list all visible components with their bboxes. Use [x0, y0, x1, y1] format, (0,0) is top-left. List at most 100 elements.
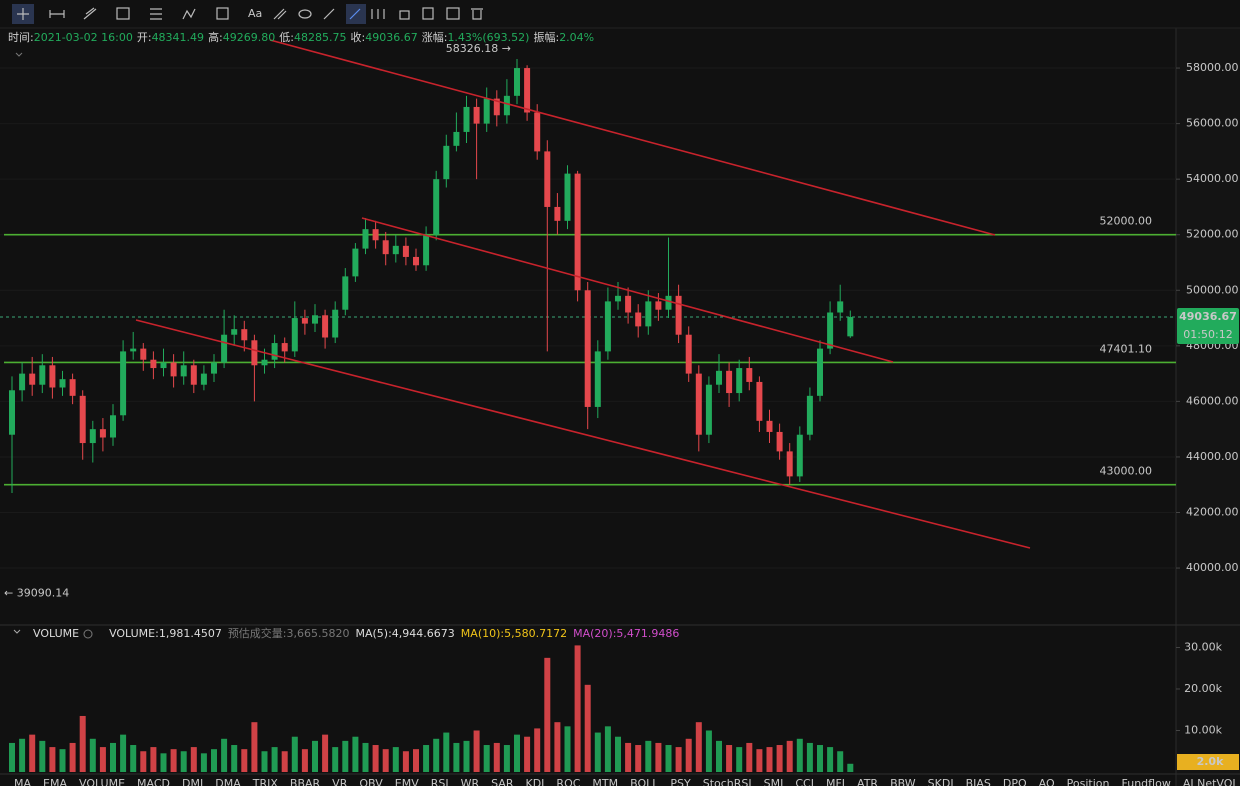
indicator-tab[interactable]: SAR — [491, 777, 514, 786]
indicator-tab[interactable]: OBV — [359, 777, 383, 786]
info-value: 49269.80 — [223, 31, 276, 44]
indicator-tab[interactable]: VR — [332, 777, 348, 786]
collapse-icon[interactable] — [15, 52, 23, 57]
candle-body — [241, 329, 248, 341]
indicator-tab[interactable]: KDJ — [525, 777, 544, 786]
candle-body — [796, 434, 803, 477]
candle-body — [756, 381, 763, 421]
indicator-tab[interactable]: BIAS — [966, 777, 991, 786]
candle-body — [503, 95, 510, 116]
indicator-tab[interactable]: MACD — [137, 777, 170, 786]
level-label: 52000.00 — [1100, 215, 1153, 228]
indicator-tab[interactable]: PSY — [670, 777, 691, 786]
toolbar-text[interactable]: Aa — [248, 7, 262, 20]
indicator-tab[interactable]: AO — [1039, 777, 1055, 786]
candle-body — [433, 179, 440, 235]
volume-bar — [241, 749, 248, 772]
volume-bar — [352, 736, 359, 772]
tool-copy[interactable] — [422, 7, 434, 20]
indicator-tab[interactable]: EMA — [43, 777, 67, 786]
volume-bar — [453, 742, 460, 772]
candle-body — [524, 68, 531, 113]
indicator-tab[interactable]: DMA — [215, 777, 241, 786]
tool-ruler[interactable] — [323, 8, 335, 20]
volume-header-item: VOLUME:1,981.4507 — [109, 627, 222, 640]
volume-bar — [332, 747, 339, 772]
tool-lock[interactable] — [399, 10, 410, 20]
indicator-tab[interactable]: TRIX — [252, 777, 279, 786]
candle-body — [847, 317, 854, 337]
indicator-tab[interactable]: BBAR — [290, 777, 321, 786]
candle-body — [382, 240, 389, 255]
volume-header: VOLUME VOLUME:1,981.4507 预估成交量:3,665.5820 M… — [33, 626, 679, 640]
candle-body — [443, 145, 450, 180]
info-value: 48341.49 — [152, 31, 205, 44]
indicator-tab[interactable]: SMI — [764, 777, 784, 786]
candle-body — [332, 309, 339, 338]
candle-body — [271, 343, 278, 360]
tool-candles[interactable] — [371, 9, 385, 19]
volume-bar — [544, 657, 551, 772]
volume-bar — [473, 730, 480, 772]
volume-bar — [312, 740, 318, 772]
volume-header-item: MA(5):4,944.6673 — [356, 627, 455, 640]
candle-body — [120, 351, 127, 416]
indicator-tab[interactable]: CCI — [795, 777, 814, 786]
tool-hide[interactable] — [446, 7, 460, 20]
indicator-tab[interactable]: BBW — [890, 777, 916, 786]
tool-pattern[interactable] — [182, 8, 196, 20]
volume-bar — [261, 751, 268, 772]
candle-body — [180, 365, 187, 377]
indicator-tab[interactable]: RSI — [431, 777, 449, 786]
candle-body — [160, 362, 167, 369]
candle-body — [655, 301, 662, 310]
volume-bar — [402, 751, 409, 772]
collapse-icon[interactable] — [13, 629, 21, 634]
tool-fib[interactable] — [150, 8, 162, 20]
volume-bar — [170, 749, 177, 772]
indicator-tab[interactable]: Fundflow — [1122, 777, 1171, 786]
tool-crosshair[interactable] — [17, 8, 29, 20]
indicator-tab[interactable]: ROC — [556, 777, 580, 786]
low-marker: ← 39090.14 — [4, 586, 69, 599]
volume-bar — [281, 751, 288, 772]
volume-bar — [110, 742, 116, 772]
tool-rect[interactable] — [116, 7, 130, 20]
settings-icon[interactable] — [83, 629, 93, 639]
volume-bar — [49, 747, 56, 772]
indicator-tab[interactable]: VOLUME — [79, 777, 125, 786]
candle-body — [837, 301, 844, 313]
tool-magnet[interactable] — [349, 8, 361, 20]
indicator-tab[interactable]: MFI — [826, 777, 845, 786]
indicator-tab[interactable]: EMV — [395, 777, 419, 786]
indicator-tab[interactable]: AI NetVOL — [1183, 777, 1240, 786]
volume-bar — [514, 734, 520, 772]
volume-bar — [301, 749, 308, 772]
indicator-tab[interactable]: StochRSI — [703, 777, 752, 786]
indicator-tab[interactable]: SKDJ — [928, 777, 954, 786]
indicator-tab[interactable]: BOLL — [630, 777, 659, 786]
tool-hline[interactable] — [49, 10, 65, 18]
volume-bar — [493, 742, 500, 772]
indicator-tab[interactable]: MA — [14, 777, 31, 786]
tool-brush[interactable] — [273, 8, 287, 20]
y-tick-label: 50000.00 — [1186, 283, 1239, 296]
indicator-tab[interactable]: ATR — [857, 777, 878, 786]
volume-bar — [180, 751, 187, 772]
tool-trend[interactable] — [83, 7, 97, 20]
candle-body — [99, 429, 106, 438]
tool-eraser[interactable] — [298, 9, 312, 19]
tool-measure[interactable] — [216, 7, 229, 20]
tool-magnet-bg[interactable] — [346, 4, 366, 24]
volume-bar — [130, 745, 137, 772]
indicator-tab[interactable]: MTM — [592, 777, 618, 786]
info-label: 开: — [137, 31, 152, 44]
tool-delete[interactable] — [471, 8, 483, 20]
volume-bar — [211, 749, 217, 772]
indicator-tab[interactable]: WR — [461, 777, 480, 786]
indicator-tab[interactable]: DMI — [182, 777, 203, 786]
candle-body — [352, 248, 359, 277]
indicator-tab[interactable]: DPO — [1003, 777, 1027, 786]
info-value: 2.04% — [559, 31, 594, 44]
indicator-tab[interactable]: Position — [1067, 777, 1110, 786]
